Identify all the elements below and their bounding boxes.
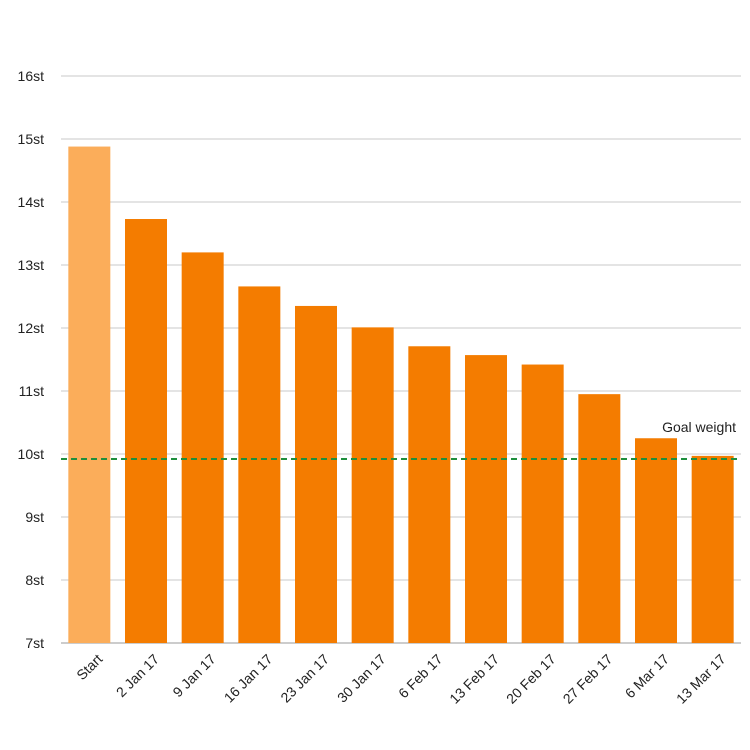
y-tick-label: 16st [18,68,45,84]
bar [125,219,167,643]
goal-weight-label: Goal weight [662,419,736,435]
x-category-label: 23 Jan 17 [277,651,332,706]
x-category-label: 27 Feb 17 [560,651,616,707]
bar [521,364,564,643]
x-category-label: 16 Jan 17 [221,651,276,706]
y-tick-label: 10st [18,446,45,462]
x-category-label: 9 Jan 17 [169,651,218,700]
y-tick-label: 15st [18,131,45,147]
x-category-label: 13 Mar 17 [673,651,729,707]
y-tick-label: 13st [18,257,45,273]
bar [408,346,451,643]
y-axis-tick-labels: 7st 8st 9st 10st 11st 12st 13st 14st 15st 16st [18,68,45,651]
bar [181,252,224,643]
y-tick-label: 8st [25,572,44,588]
x-axis-category-labels: Start 2 Jan 17 9 Jan 17 16 Jan 17 23 Jan 17 3… [73,651,729,707]
x-category-label: 13 Feb 17 [446,651,502,707]
y-tick-label: 14st [18,194,45,210]
bar [465,355,507,643]
bar [351,327,394,643]
x-category-label: 30 Jan 17 [334,651,389,706]
x-category-label: Start [73,651,105,683]
bar-start [68,146,111,643]
bars [68,146,734,643]
bar [238,286,281,643]
x-category-label: 6 Feb 17 [395,651,446,702]
gridlines [61,75,741,644]
bar [295,305,337,643]
bar [691,455,734,643]
y-tick-label: 12st [18,320,45,336]
bar [578,394,621,643]
x-category-label: 20 Feb 17 [503,651,559,707]
y-tick-label: 7st [25,635,44,651]
goal-weight-line-group: Goal weight [61,419,741,461]
y-tick-label: 11st [19,383,45,399]
x-category-label: 2 Jan 17 [113,651,162,700]
bar [635,438,677,643]
x-category-label: 6 Mar 17 [622,651,673,702]
y-tick-label: 9st [25,509,44,525]
